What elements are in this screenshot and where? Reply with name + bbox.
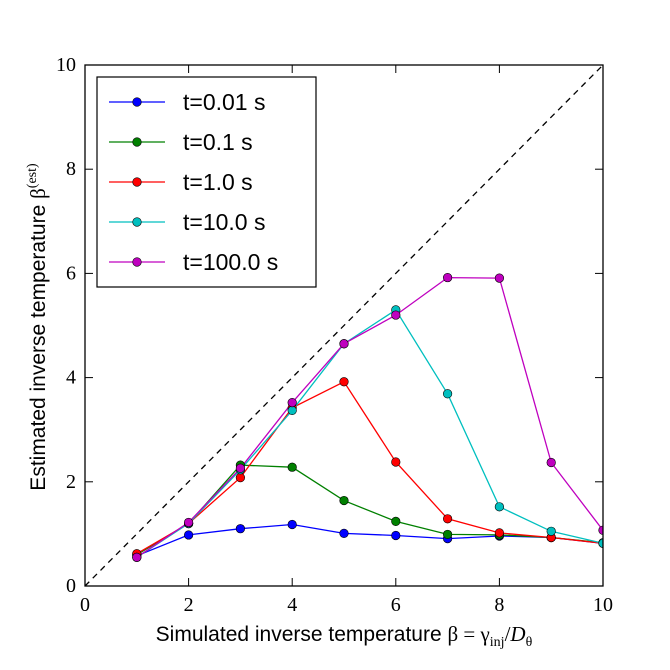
data-point-4-0 (132, 552, 142, 562)
data-point-2-2 (235, 473, 245, 483)
legend-label-4: t=100.0 s (183, 249, 278, 275)
data-point-1-5 (391, 516, 401, 526)
data-point-4-5 (391, 310, 401, 320)
y-tick-label-5: 10 (56, 54, 76, 76)
data-point-2-6 (443, 514, 453, 524)
legend-marker-4 (132, 257, 142, 267)
legend-label-1: t=0.1 s (183, 129, 253, 155)
x-tick-label-3: 6 (391, 594, 401, 616)
y-tick-label-3: 6 (66, 262, 76, 284)
x-axis-label: Simulated inverse temperature β = γinj/D… (156, 622, 533, 650)
plot-area (84, 64, 604, 587)
data-point-3-9 (598, 538, 603, 548)
data-point-1-6 (443, 529, 453, 540)
series-group (132, 272, 603, 562)
data-point-4-9 (598, 525, 603, 535)
y-tick-label-0: 0 (66, 575, 76, 597)
legend: t=0.01 s t=0.1 s t=1.0 s t=10.0 s t=100.0 s (96, 76, 317, 288)
series-line-1 (136, 464, 603, 556)
x-tick-label-1: 2 (184, 594, 194, 616)
data-point-0-2 (235, 524, 245, 534)
x-tick-label-2: 4 (287, 594, 297, 616)
data-point-1-4 (339, 495, 349, 506)
data-point-4-6 (443, 272, 453, 283)
y-axis-label: Estimated inverse temperature β(est) (25, 163, 50, 491)
data-point-3-8 (546, 526, 556, 536)
legend-label-0: t=0.01 s (183, 89, 265, 115)
data-point-3-6 (443, 389, 453, 399)
data-point-2-5 (391, 457, 401, 467)
legend-marker-0 (132, 97, 142, 107)
y-tick-label-2: 4 (66, 367, 76, 389)
data-point-4-3 (287, 398, 297, 408)
y-tick-label-4: 8 (66, 158, 76, 180)
data-point-0-5 (391, 530, 401, 541)
y-tick-label-1: 2 (66, 471, 76, 493)
legend-label-3: t=10.0 s (183, 209, 265, 235)
series-line-3 (136, 308, 603, 558)
data-point-3-7 (494, 502, 505, 512)
data-point-1-3 (287, 462, 297, 472)
x-tick-label-5: 10 (593, 594, 613, 616)
data-point-4-7 (494, 273, 505, 283)
reference-diagonal-line (84, 64, 604, 587)
data-point-2-7 (494, 528, 505, 538)
data-point-0-1 (184, 530, 194, 540)
data-point-4-2 (235, 463, 245, 473)
data-point-4-8 (546, 457, 556, 468)
data-point-2-4 (339, 377, 349, 387)
data-point-0-3 (287, 519, 297, 530)
data-point-4-4 (339, 339, 349, 349)
axes-frame (84, 64, 604, 587)
x-tick-label-0: 0 (80, 594, 90, 616)
data-point-3-3 (287, 405, 297, 416)
series-line-2 (136, 380, 603, 555)
data-point-0-4 (339, 528, 349, 538)
legend-marker-2 (132, 177, 142, 187)
legend-marker-3 (132, 217, 142, 227)
legend-marker-1 (132, 137, 142, 147)
legend-label-2: t=1.0 s (183, 169, 253, 195)
x-tick-label-4: 8 (494, 594, 504, 616)
series-line-4 (136, 276, 603, 558)
data-point-4-1 (184, 517, 194, 528)
